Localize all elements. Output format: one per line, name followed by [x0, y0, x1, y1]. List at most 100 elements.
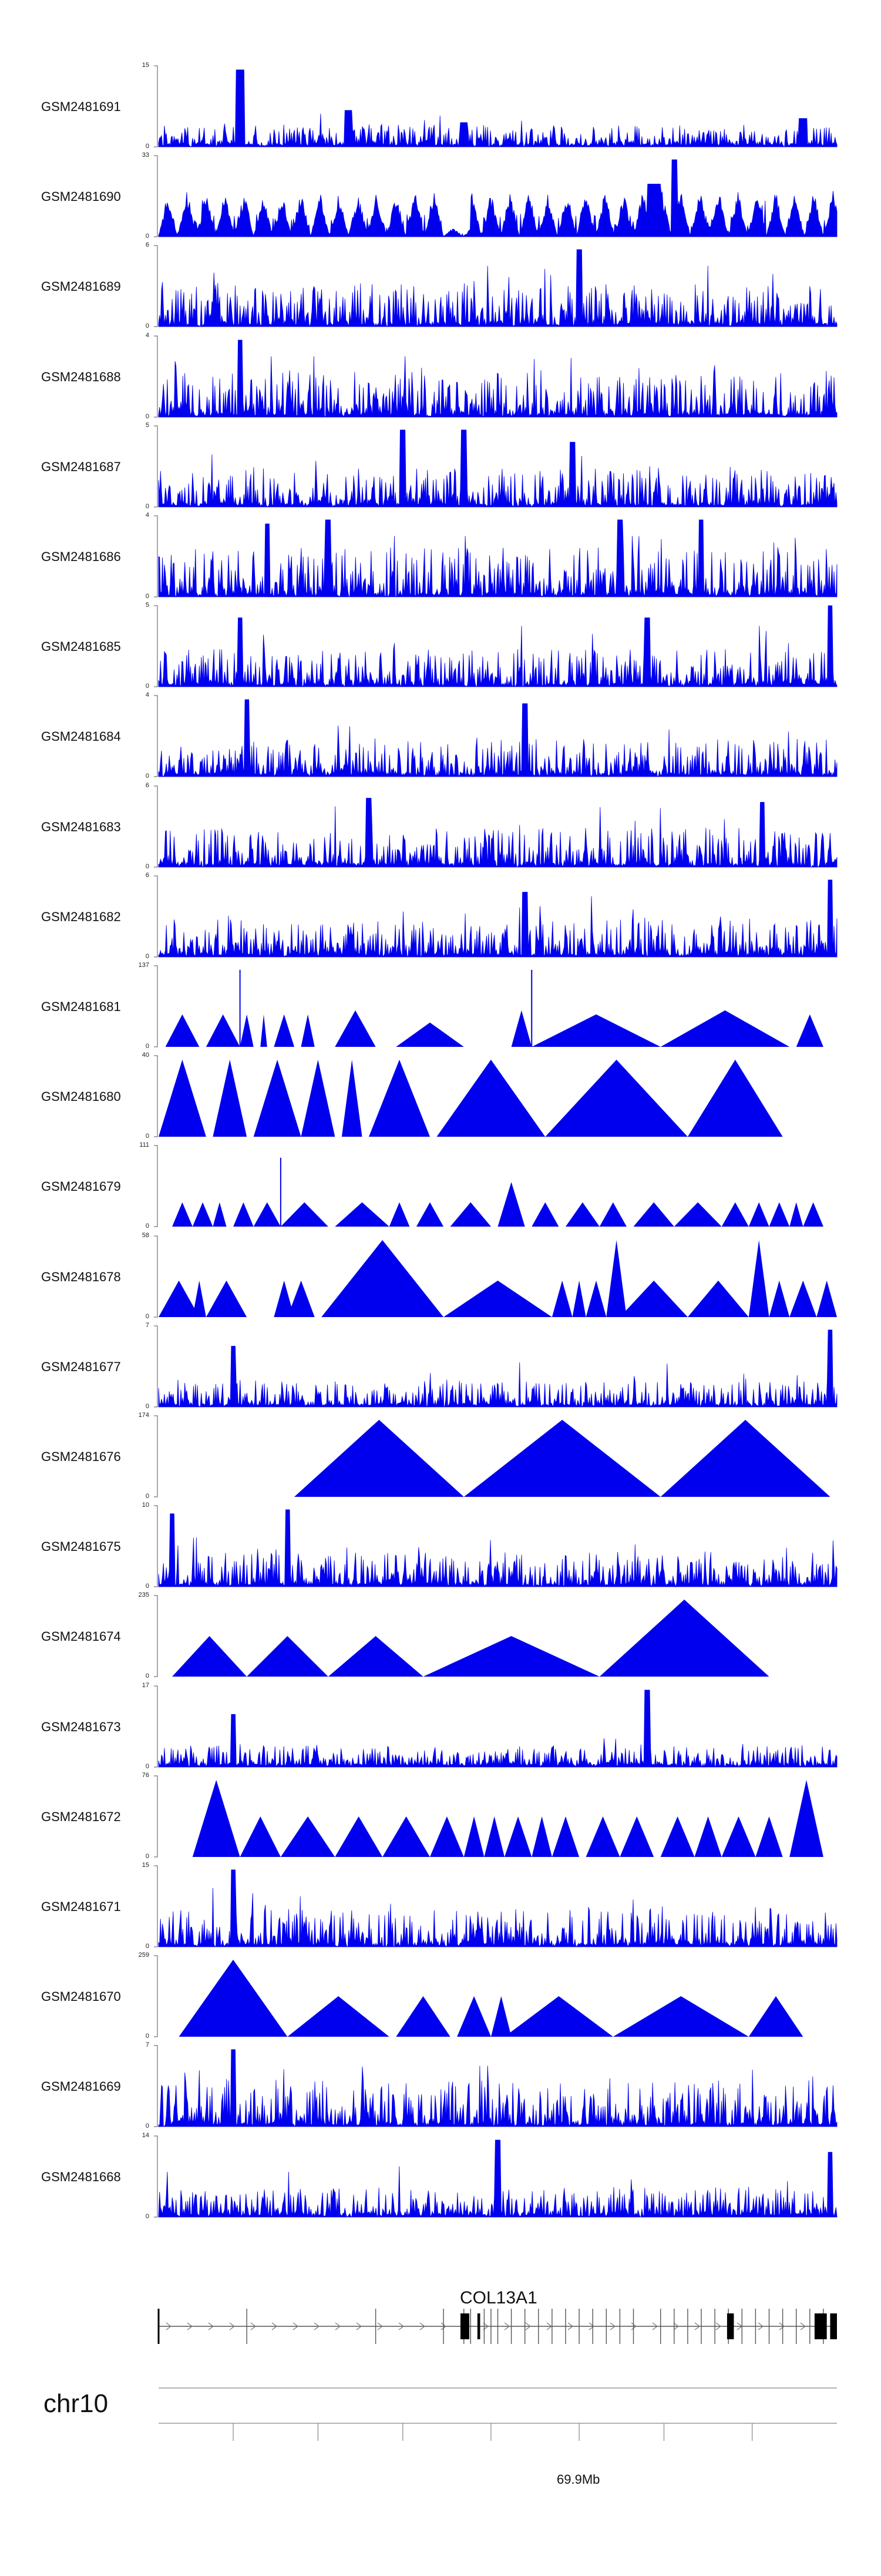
- coverage-peak: [287, 1996, 389, 2037]
- coverage-peak: [436, 1060, 546, 1137]
- coverage-peak: [335, 1010, 376, 1047]
- y-min-tick-label: 0: [145, 1583, 149, 1590]
- coverage-peak: [660, 1816, 695, 1857]
- coverage-peak: [192, 1779, 240, 1857]
- y-max-tick-label: 17: [142, 1681, 149, 1689]
- track-label: GSM2481682: [41, 909, 121, 924]
- y-axis-line: [154, 155, 158, 237]
- gene-annotation-area: [0, 2279, 881, 2573]
- coverage-peak: [301, 1060, 335, 1137]
- coverage-peak: [620, 1280, 688, 1317]
- y-min-tick-label: 0: [145, 143, 149, 150]
- coverage-peak: [796, 1014, 823, 1047]
- coverage-track-plot: [154, 245, 838, 328]
- y-axis-line: [154, 2045, 158, 2127]
- coverage-peak: [213, 1060, 247, 1137]
- genomic-position-label: 69.9Mb: [557, 2472, 600, 2487]
- y-max-tick-label: 15: [142, 1862, 149, 1869]
- coverage-area: [158, 2140, 838, 2218]
- coverage-peak: [463, 1816, 485, 1857]
- coverage-peak: [321, 1240, 444, 1317]
- coverage-peak: [382, 1816, 430, 1857]
- y-max-tick-label: 15: [142, 62, 149, 69]
- coverage-peak: [179, 1960, 288, 2037]
- coverage-track-plot: [154, 155, 838, 237]
- strand-arrow-icon: [800, 2322, 806, 2330]
- coverage-peak: [260, 1014, 267, 1047]
- y-min-tick-label: 0: [145, 1402, 149, 1410]
- coverage-track-plot: [154, 1865, 838, 1947]
- coverage-peak: [389, 1202, 410, 1227]
- coverage-peak: [505, 1996, 613, 2037]
- coverage-peak: [532, 1014, 661, 1047]
- y-min-tick-label: 0: [145, 862, 149, 870]
- y-axis-line: [154, 245, 158, 327]
- coverage-peak: [443, 1280, 552, 1317]
- coverage-track-plot: [154, 1055, 783, 1137]
- coverage-track-plot: [154, 2045, 838, 2128]
- coverage-peak: [301, 1014, 315, 1047]
- coverage-peak: [369, 1060, 430, 1137]
- coverage-area: [158, 1509, 838, 1588]
- coverage-peak: [748, 1202, 769, 1227]
- coverage-peak: [159, 1060, 206, 1137]
- coverage-peak: [748, 1996, 803, 2037]
- y-max-tick-label: 4: [145, 691, 149, 699]
- coverage-peak: [816, 1280, 837, 1317]
- y-axis-line: [154, 1235, 158, 1318]
- coverage-peak: [396, 1022, 464, 1047]
- coverage-peak: [687, 1280, 749, 1317]
- coverage-peak: [769, 1202, 790, 1227]
- strand-arrow-icon: [356, 2322, 362, 2330]
- y-min-tick-label: 0: [145, 1943, 149, 1950]
- coverage-track-plot: [154, 695, 838, 778]
- strand-arrow-icon: [271, 2322, 277, 2330]
- gene-name-label: COL13A1: [460, 2288, 537, 2308]
- y-max-tick-label: 76: [142, 1771, 149, 1779]
- strand-arrow-icon: [652, 2322, 658, 2330]
- coverage-peak: [206, 1014, 240, 1047]
- track-label: GSM2481678: [41, 1269, 121, 1284]
- strand-arrow-icon: [610, 2322, 616, 2330]
- coverage-area: [158, 340, 838, 418]
- track-label: GSM2481679: [41, 1179, 121, 1194]
- strand-arrow-icon: [314, 2322, 320, 2330]
- coverage-peak: [789, 1280, 817, 1317]
- y-axis-line: [154, 1775, 158, 1858]
- chromosome-label: chr10: [43, 2389, 109, 2418]
- y-min-tick-label: 0: [145, 683, 149, 690]
- y-max-tick-label: 111: [139, 1141, 149, 1149]
- strand-arrow-icon: [250, 2322, 256, 2330]
- y-max-tick-label: 33: [142, 152, 149, 159]
- track-label: GSM2481677: [41, 1359, 121, 1374]
- y-max-tick-label: 7: [145, 1321, 149, 1329]
- coverage-track-plot: [154, 785, 838, 868]
- coverage-peak: [505, 1816, 532, 1857]
- coverage-peak: [586, 1280, 607, 1317]
- track-label: GSM2481689: [41, 279, 121, 294]
- coverage-peak: [694, 1816, 722, 1857]
- coverage-area: [158, 249, 838, 328]
- coverage-peak: [511, 1010, 532, 1047]
- coding-exon: [477, 2313, 480, 2339]
- track-label: GSM2481671: [41, 1899, 121, 1914]
- track-label: GSM2481684: [41, 729, 121, 744]
- track-label: GSM2481673: [41, 1719, 121, 1734]
- y-axis-line: [154, 1325, 158, 1408]
- coverage-peak: [240, 1816, 281, 1857]
- coverage-peak: [335, 1816, 383, 1857]
- strand-arrow-icon: [483, 2322, 489, 2330]
- strand-arrow-icon: [758, 2322, 764, 2330]
- y-min-tick-label: 0: [145, 1672, 149, 1680]
- coverage-peak: [253, 1060, 301, 1137]
- track-label: GSM2481674: [41, 1629, 121, 1644]
- y-axis-line: [154, 965, 158, 1047]
- coverage-area: [158, 1329, 838, 1408]
- y-axis-line: [154, 515, 158, 597]
- coverage-peak: [294, 1419, 464, 1497]
- coverage-track-plot: [154, 425, 838, 508]
- strand-arrow-icon: [398, 2322, 404, 2330]
- strand-arrow-icon: [589, 2322, 594, 2330]
- track-label: GSM2481687: [41, 459, 121, 474]
- y-max-tick-label: 137: [138, 962, 149, 969]
